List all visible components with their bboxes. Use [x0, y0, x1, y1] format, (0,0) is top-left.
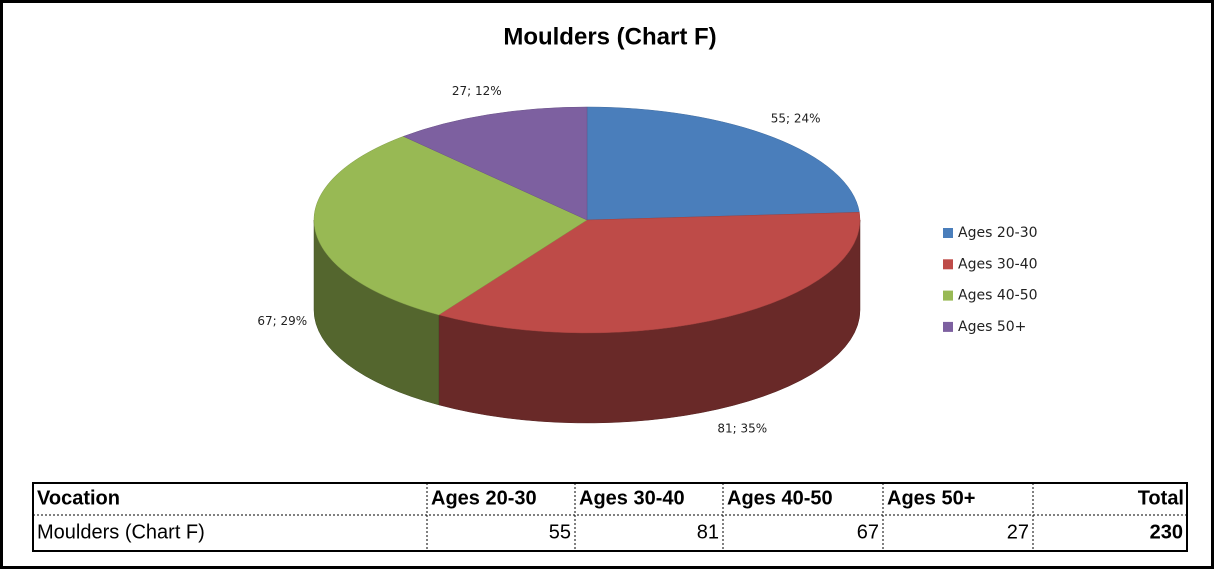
- table-border: [32, 482, 1188, 552]
- legend-label: Ages 20-30: [958, 225, 1038, 241]
- pie: 55; 24% 81; 35% 67; 29% 27; 12%: [257, 84, 861, 435]
- table-cell: Moulders (Chart F): [37, 521, 205, 543]
- table-header: Total: [1138, 487, 1184, 509]
- legend: Ages 20-30 Ages 30-40 Ages 40-50 Ages 50+: [943, 225, 1038, 335]
- legend-label: Ages 30-40: [958, 256, 1038, 272]
- table-header: Ages 40-50: [727, 487, 833, 509]
- table: Vocation Ages 20-30 Ages 30-40 Ages 40-50 Ag…: [32, 482, 1188, 552]
- slice: [402, 106, 588, 221]
- table-cell: 81: [697, 521, 719, 543]
- legend-label: Ages 50+: [958, 319, 1026, 335]
- legend-swatch: [943, 228, 953, 238]
- slice: [586, 106, 860, 221]
- legend-swatch: [943, 290, 953, 301]
- data-label: 27; 12%: [452, 84, 502, 98]
- legend-label: Ages 40-50: [958, 288, 1038, 304]
- table-header: Ages 20-30: [431, 487, 537, 509]
- legend-swatch: [943, 259, 953, 270]
- data-label: 55; 24%: [771, 112, 821, 126]
- table-header: Ages 50+: [887, 487, 975, 509]
- table-header: Ages 30-40: [579, 487, 685, 509]
- table-cell: 55: [549, 521, 571, 543]
- data-label: 67; 29%: [257, 314, 307, 328]
- table-cell: 67: [857, 521, 879, 543]
- table-cell: 27: [1007, 521, 1029, 543]
- data-label: 81; 35%: [717, 421, 767, 435]
- table-cell: 230: [1150, 521, 1183, 543]
- slice: [438, 212, 861, 334]
- table-header: Vocation: [37, 487, 120, 509]
- slice: [313, 136, 588, 316]
- legend-swatch: [943, 321, 953, 332]
- chart-title: Moulders (Chart F): [503, 23, 716, 50]
